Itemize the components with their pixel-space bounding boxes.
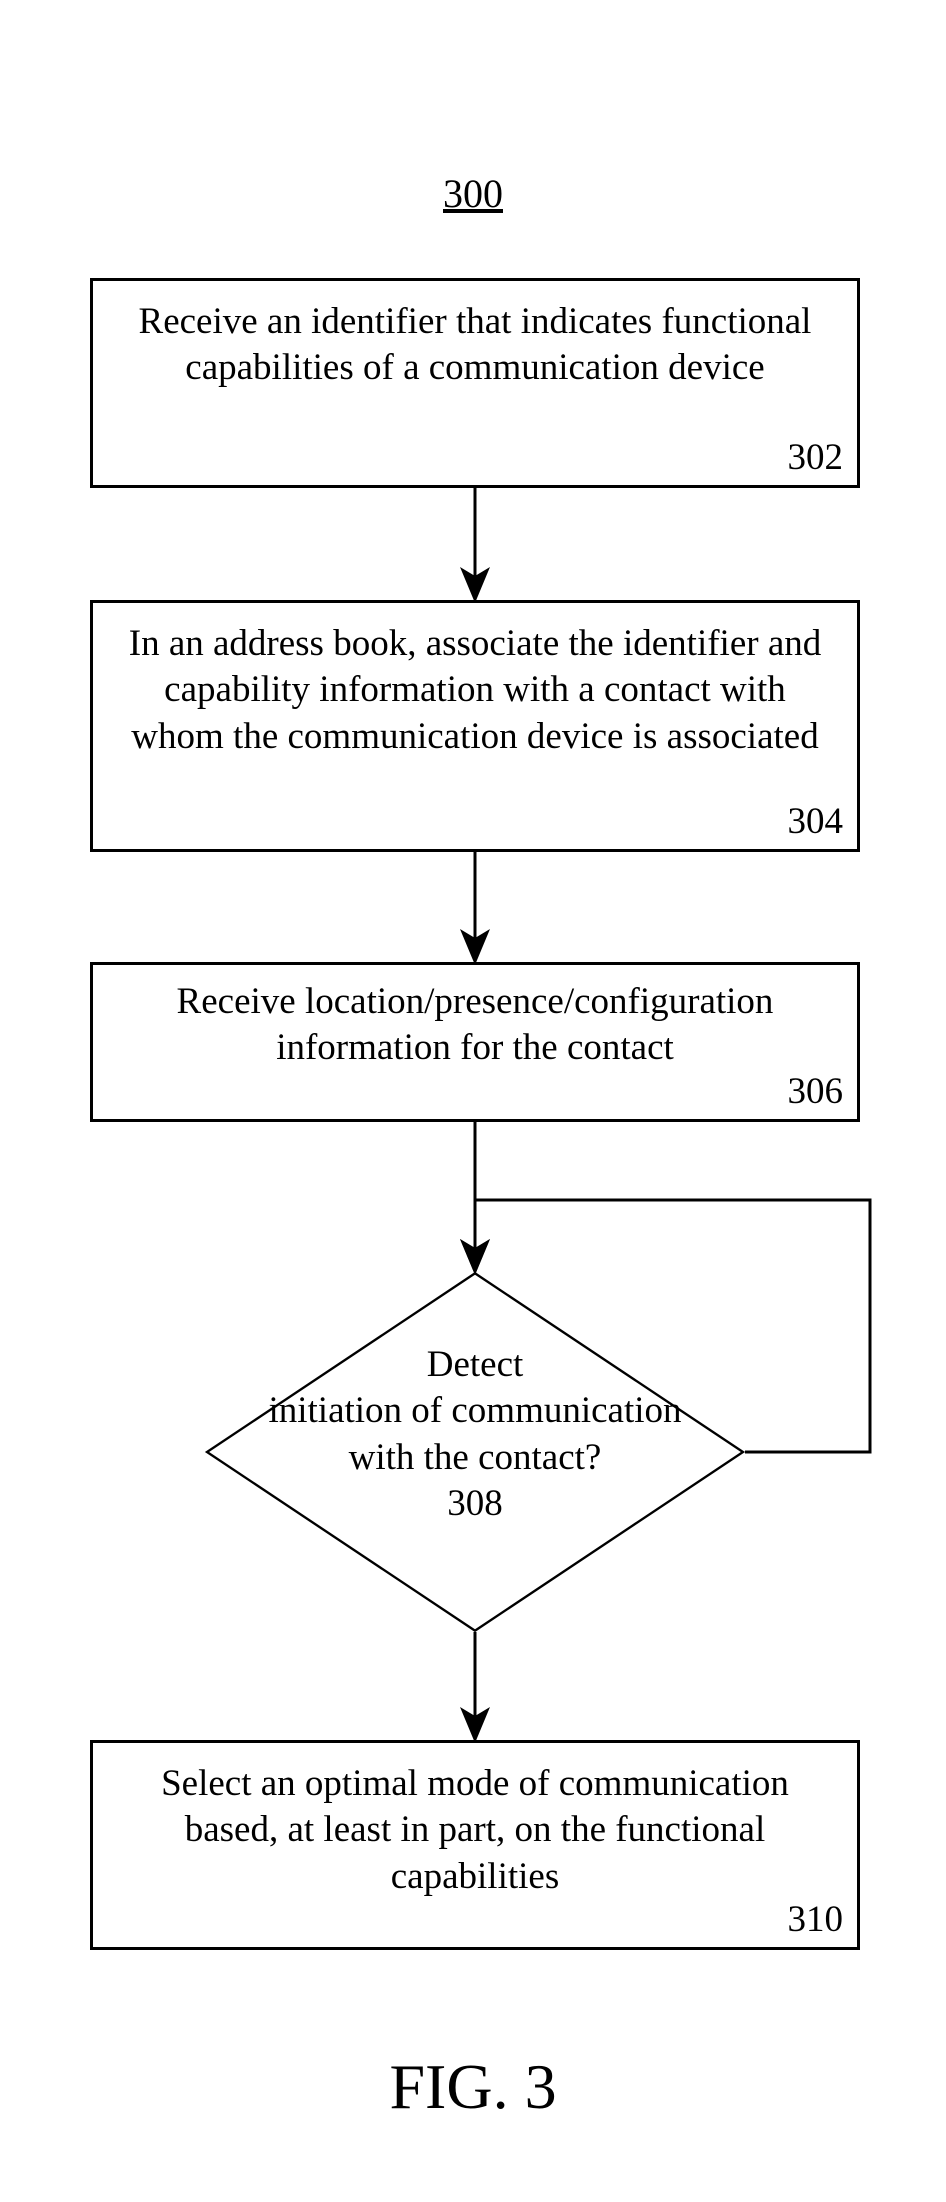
process-box-304: In an address book, associate the identi…	[90, 600, 860, 852]
decision-line-3: with the contact?	[349, 1437, 602, 1478]
process-box-310: Select an optimal mode of communication …	[90, 1740, 860, 1950]
decision-num-308: 308	[447, 1483, 503, 1524]
decision-text-308: Detect initiation of communication with …	[205, 1342, 745, 1527]
process-text-304: In an address book, associate the identi…	[93, 603, 857, 760]
process-num-310: 310	[788, 1898, 844, 1941]
process-text-306: Receive location/presence/configuration …	[93, 965, 857, 1072]
figure-caption: FIG. 3	[0, 2050, 946, 2124]
process-text-302: Receive an identifier that indicates fun…	[93, 281, 857, 392]
process-num-306: 306	[788, 1070, 844, 1113]
decision-line-1: Detect	[427, 1344, 524, 1385]
process-num-304: 304	[788, 800, 844, 843]
decision-node-308: Detect initiation of communication with …	[205, 1272, 745, 1632]
process-num-302: 302	[788, 436, 844, 479]
process-box-306: Receive location/presence/configuration …	[90, 962, 860, 1122]
process-text-310: Select an optimal mode of communication …	[93, 1743, 857, 1900]
decision-line-2: initiation of communication	[268, 1390, 681, 1431]
process-box-302: Receive an identifier that indicates fun…	[90, 278, 860, 488]
figure-number: 300	[0, 170, 946, 217]
